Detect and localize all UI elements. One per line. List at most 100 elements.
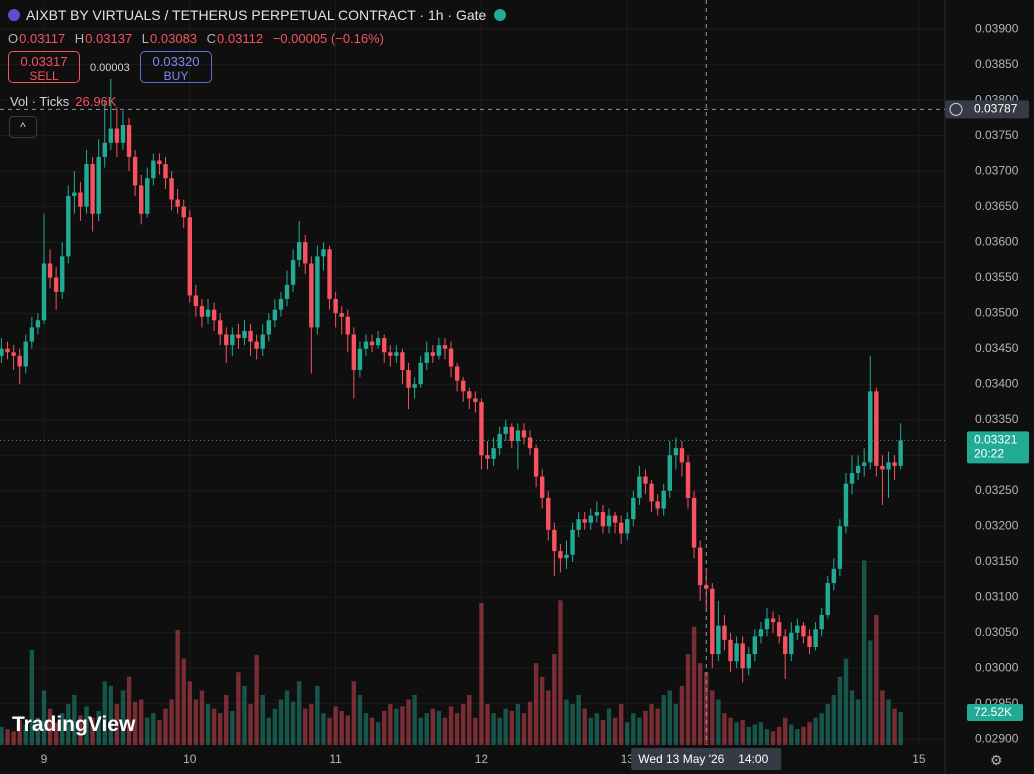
candle-body — [72, 192, 77, 197]
volume-bar — [746, 726, 751, 745]
volume-bar — [35, 717, 41, 745]
candle-body — [254, 341, 259, 349]
candle-body — [637, 476, 642, 498]
volume-bar — [333, 706, 338, 745]
crosshair-time-label: 14:00 — [738, 752, 768, 766]
volume-bar — [29, 649, 35, 745]
crosshair-price-box — [945, 100, 1029, 119]
candle-body — [776, 622, 782, 637]
volume-bar — [776, 726, 782, 745]
symbol-title[interactable]: AIXBT BY VIRTUALS / TETHERUS PERPETUAL C… — [8, 7, 507, 23]
candle-body — [570, 529, 575, 555]
volume-bar — [114, 704, 120, 745]
buy-button[interactable]: 0.03320 BUY — [140, 51, 212, 83]
volume-bar — [868, 640, 873, 745]
status-dot — [494, 9, 507, 21]
candle-body — [224, 334, 229, 346]
volume-bar — [96, 710, 101, 745]
candle-body — [582, 519, 587, 523]
candle-body — [631, 497, 636, 520]
volume-bar — [740, 719, 745, 745]
candle-body — [758, 629, 764, 637]
x-tick-label: 13 — [621, 752, 635, 766]
candle-body — [685, 462, 691, 498]
candle-body — [181, 206, 186, 218]
volume-bar — [303, 708, 308, 745]
y-tick-label: 0.03550 — [975, 270, 1019, 284]
candle-body — [108, 128, 114, 143]
candle-body — [515, 430, 521, 442]
volume-bar — [357, 694, 363, 745]
ohlc-value: 0.03117 — [19, 31, 66, 46]
volume-bar — [102, 681, 107, 745]
volume-bar — [17, 719, 22, 745]
sell-button[interactable]: 0.03317 SELL — [8, 51, 80, 83]
volume-bar — [412, 694, 417, 745]
candle-body — [120, 124, 126, 143]
crosshair-price-label: 0.03787 — [974, 102, 1018, 116]
volume-bar — [849, 690, 855, 745]
candle-body — [248, 330, 253, 342]
candle-body — [102, 142, 107, 157]
candle-body — [448, 348, 454, 367]
volume-bar — [5, 729, 10, 745]
volume-bar — [758, 722, 764, 745]
x-tick-label: 15 — [912, 752, 926, 766]
candle-body — [369, 341, 375, 346]
volume-bar — [199, 690, 205, 745]
indicator-legend[interactable]: Vol · Ticks 26.96K — [10, 94, 116, 109]
y-tick-label: 0.03250 — [975, 483, 1019, 497]
candle-body — [874, 391, 879, 466]
volume-bar — [503, 708, 508, 745]
candle-body — [740, 643, 745, 669]
volume-bar — [217, 713, 223, 745]
candle-body — [78, 192, 83, 207]
volume-bar — [552, 654, 557, 745]
sell-label: SELL — [29, 69, 59, 83]
volume-bar — [886, 699, 891, 745]
candle-body — [145, 178, 150, 214]
volume-bar — [400, 706, 405, 745]
volume-bar — [375, 722, 381, 745]
candle-body — [558, 551, 563, 559]
y-tick-label: 0.03900 — [975, 21, 1019, 35]
candle-body — [612, 515, 618, 523]
volume-bar — [467, 694, 472, 745]
candle-body — [157, 160, 162, 165]
candle-body — [388, 352, 393, 356]
settings-button[interactable]: ⚙ — [990, 752, 1003, 768]
volume-bar — [898, 712, 903, 745]
candle-body — [770, 618, 776, 623]
y-tick-label: 0.03650 — [975, 199, 1019, 213]
y-tick-label: 0.03200 — [975, 518, 1019, 532]
volume-bar — [169, 699, 174, 745]
volume-bar — [734, 722, 739, 745]
candle-body — [412, 384, 417, 388]
volume-bar — [576, 694, 581, 745]
volume-bar — [284, 690, 290, 745]
volume-bar — [181, 658, 186, 745]
volume-bar — [661, 694, 666, 745]
volume-bar — [193, 699, 199, 745]
collapse-button[interactable]: ^ — [9, 116, 37, 138]
candle-body — [746, 654, 751, 669]
volume-bar — [515, 704, 521, 745]
volume-bar — [558, 600, 563, 745]
volume-bar — [655, 708, 660, 745]
volume-bar — [533, 663, 539, 745]
candle-body — [843, 483, 849, 527]
y-tick-label: 0.03100 — [975, 589, 1019, 603]
volume-bar — [825, 704, 830, 745]
volume-bar — [278, 699, 284, 745]
volume-bar — [564, 699, 569, 745]
volume-bar — [224, 694, 229, 745]
ohlc-key: L — [141, 31, 150, 46]
volume-bar — [272, 708, 278, 745]
volume-bar — [151, 713, 156, 745]
candle-body — [47, 263, 53, 278]
volume-bar — [509, 710, 515, 745]
candle-body — [606, 515, 612, 527]
y-tick-label: 0.03050 — [975, 625, 1019, 639]
volume-bar — [211, 708, 217, 745]
volume-bar — [315, 685, 320, 745]
